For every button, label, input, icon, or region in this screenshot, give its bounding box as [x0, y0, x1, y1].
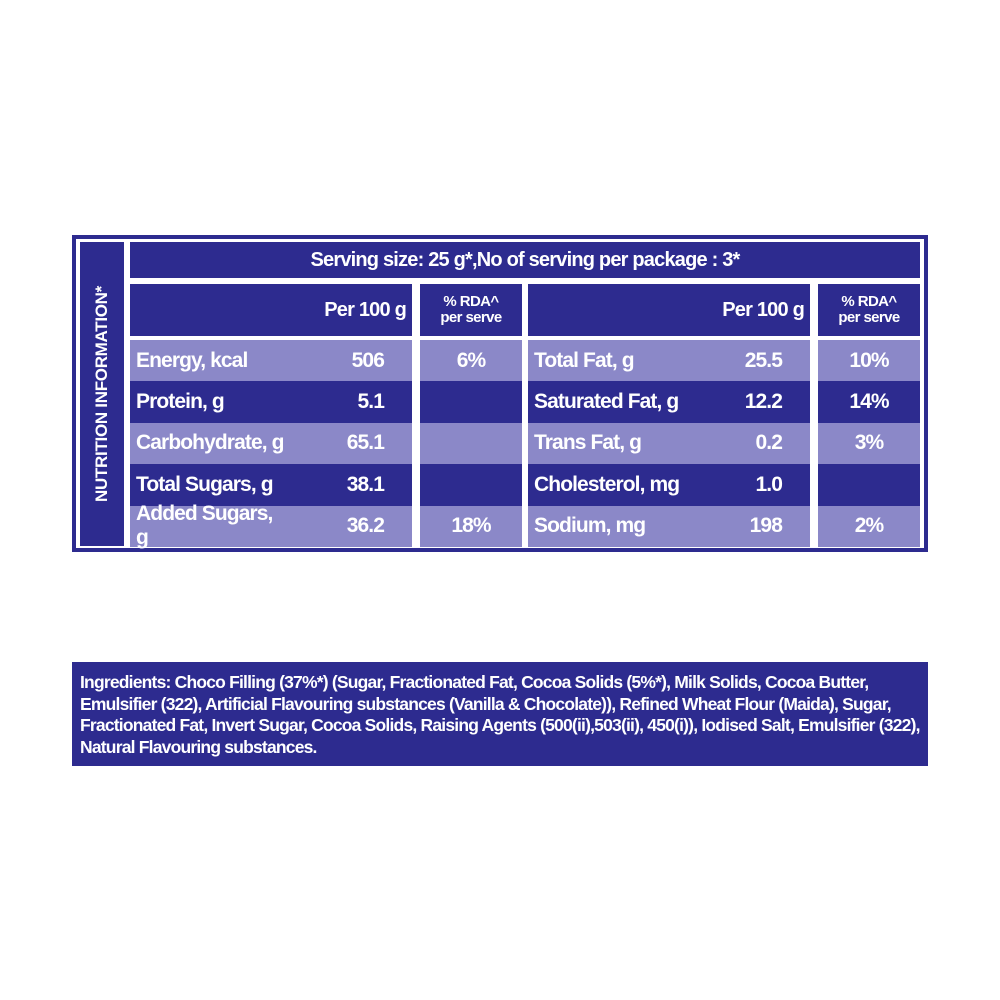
rda-value: 14% [849, 390, 889, 414]
nutrient-row: Trans Fat, g 0.2 [528, 422, 810, 465]
nutrient-label: Added Sugars, g [136, 502, 273, 550]
nutrient-row: Cholesterol, mg 1.0 [528, 464, 810, 506]
rda-cell [818, 464, 920, 506]
nutrient-label: Total Fat, g [534, 348, 635, 372]
nutrient-label: Energy, kcal [136, 348, 248, 372]
rda-cell [420, 422, 522, 465]
nutrition-side-title: NUTRITION INFORMATION* [80, 242, 124, 546]
nutrient-label: Sodium, mg [534, 514, 646, 538]
rda-line1: % RDA^ [841, 293, 897, 310]
ingredients-panel: Ingredients: Choco Filling (37%*) (Sugar… [72, 662, 928, 766]
header-rda-left: % RDA^ per serve [420, 284, 522, 336]
header-per-100g-left: Per 100 g [130, 284, 412, 336]
right-rda-column: 10% 14% 3% 2% [818, 340, 920, 547]
rda-value: 10% [849, 348, 889, 372]
rda-cell: 14% [818, 381, 920, 423]
side-title-text: NUTRITION INFORMATION* [92, 286, 111, 502]
nutrient-row: Total Sugars, g 38.1 [130, 464, 412, 506]
nutrient-row: Energy, kcal 506 [130, 340, 412, 382]
rda-cell [420, 381, 522, 423]
nutrient-value: 0.2 [755, 431, 783, 455]
rda-line2: per serve [440, 309, 502, 326]
nutrient-row: Protein, g 5.1 [130, 381, 412, 423]
nutrient-value: 38.1 [346, 472, 385, 496]
nutrient-value: 25.5 [744, 348, 783, 372]
rda-cell: 18% [420, 505, 522, 547]
nutrient-row: Added Sugars, g 36.2 [130, 502, 412, 549]
nutrient-value: 36.2 [346, 514, 385, 538]
serving-size: Serving size: 25 g*,No of serving per pa… [130, 242, 920, 278]
nutrient-value: 198 [749, 514, 783, 538]
nutrient-row: Carbohydrate, g 65.1 [130, 422, 412, 465]
rda-line1: % RDA^ [443, 293, 499, 310]
nutrient-label: Saturated Fat, g [534, 390, 679, 414]
rda-cell: 3% [818, 422, 920, 465]
rda-cell [420, 464, 522, 506]
nutrient-label: Total Sugars, g [136, 472, 274, 496]
rda-value: 18% [451, 514, 491, 538]
nutrient-value: 65.1 [346, 431, 385, 455]
rda-cell: 10% [818, 340, 920, 382]
nutrient-label: Cholesterol, mg [534, 472, 680, 496]
nutrient-label: Protein, g [136, 390, 225, 414]
nutrient-value: 1.0 [755, 472, 783, 496]
left-nutrient-column: Energy, kcal 506 Protein, g 5.1 Carbohydrate… [130, 340, 412, 549]
ingredients-text: Ingredients: Choco Filling (37%*) (Sugar… [80, 672, 920, 757]
nutrient-row: Saturated Fat, g 12.2 [528, 381, 810, 423]
nutrient-row: Sodium, mg 198 [528, 505, 810, 547]
nutrient-value: 5.1 [357, 390, 385, 414]
nutrient-row: Total Fat, g 25.5 [528, 340, 810, 382]
left-rda-column: 6% 18% [420, 340, 522, 547]
rda-cell: 6% [420, 340, 522, 382]
header-rda-right: % RDA^ per serve [818, 284, 920, 336]
nutrient-value: 12.2 [744, 390, 783, 414]
header-per-100g-right: Per 100 g [528, 284, 810, 336]
right-nutrient-column: Total Fat, g 25.5 Saturated Fat, g 12.2 Tran… [528, 340, 810, 547]
rda-value: 3% [854, 431, 884, 455]
rda-value: 2% [854, 514, 884, 538]
rda-cell: 2% [818, 505, 920, 547]
nutrient-label: Trans Fat, g [534, 431, 642, 455]
rda-line2: per serve [838, 309, 900, 326]
rda-value: 6% [456, 348, 486, 372]
nutrient-value: 506 [351, 348, 385, 372]
nutrient-label: Carbohydrate, g [136, 431, 284, 455]
